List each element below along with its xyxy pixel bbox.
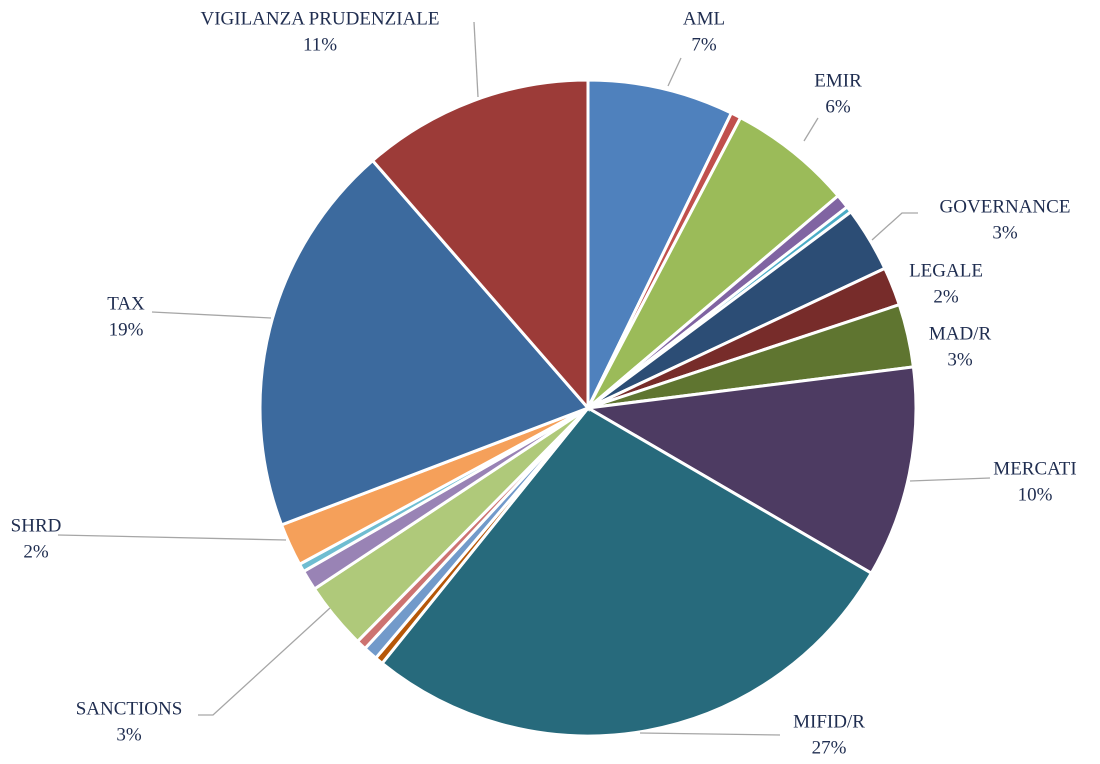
slice-label: SANCTIONS xyxy=(76,698,183,719)
slice-value-label: 7% xyxy=(691,34,717,55)
slice-label: LEGALE xyxy=(909,260,983,281)
leader-line xyxy=(57,534,287,541)
leader-line xyxy=(198,607,331,716)
slice-value-label: 3% xyxy=(992,222,1018,243)
slice-value-label: 3% xyxy=(116,724,142,745)
slice-label: MERCATI xyxy=(993,458,1076,479)
pie-slice xyxy=(583,365,918,576)
leader-line xyxy=(473,21,479,98)
slice-value-label: 3% xyxy=(947,349,973,370)
pie-slice xyxy=(380,406,874,738)
leader-line xyxy=(667,57,682,87)
slice-label: EMIR xyxy=(814,70,862,91)
slice-label: MAD/R xyxy=(929,323,992,344)
slice-value-label: 10% xyxy=(1018,484,1053,505)
leader-line xyxy=(151,311,272,319)
leader-line xyxy=(803,117,819,142)
pie-slice xyxy=(258,158,591,527)
slice-label: AML xyxy=(683,8,725,29)
slice-value-label: 6% xyxy=(825,96,851,117)
pie-slice xyxy=(370,78,590,413)
slice-value-label: 2% xyxy=(23,541,49,562)
slice-value-label: 11% xyxy=(303,34,337,55)
leader-line xyxy=(871,212,918,241)
pie-slice xyxy=(586,78,734,409)
slice-value-label: 19% xyxy=(109,319,144,340)
slice-value-label: 2% xyxy=(933,286,959,307)
slice-label: MIFID/R xyxy=(793,711,865,732)
slice-label: GOVERNANCE xyxy=(940,196,1071,217)
leader-line xyxy=(909,477,991,482)
slice-label: TAX xyxy=(107,293,145,314)
slice-label: VIGILANZA PRUDENZIALE xyxy=(200,8,439,29)
pie-slice xyxy=(586,115,841,410)
slice-label: SHRD xyxy=(11,515,62,536)
slice-value-label: 27% xyxy=(812,737,847,758)
leader-line xyxy=(639,732,781,736)
